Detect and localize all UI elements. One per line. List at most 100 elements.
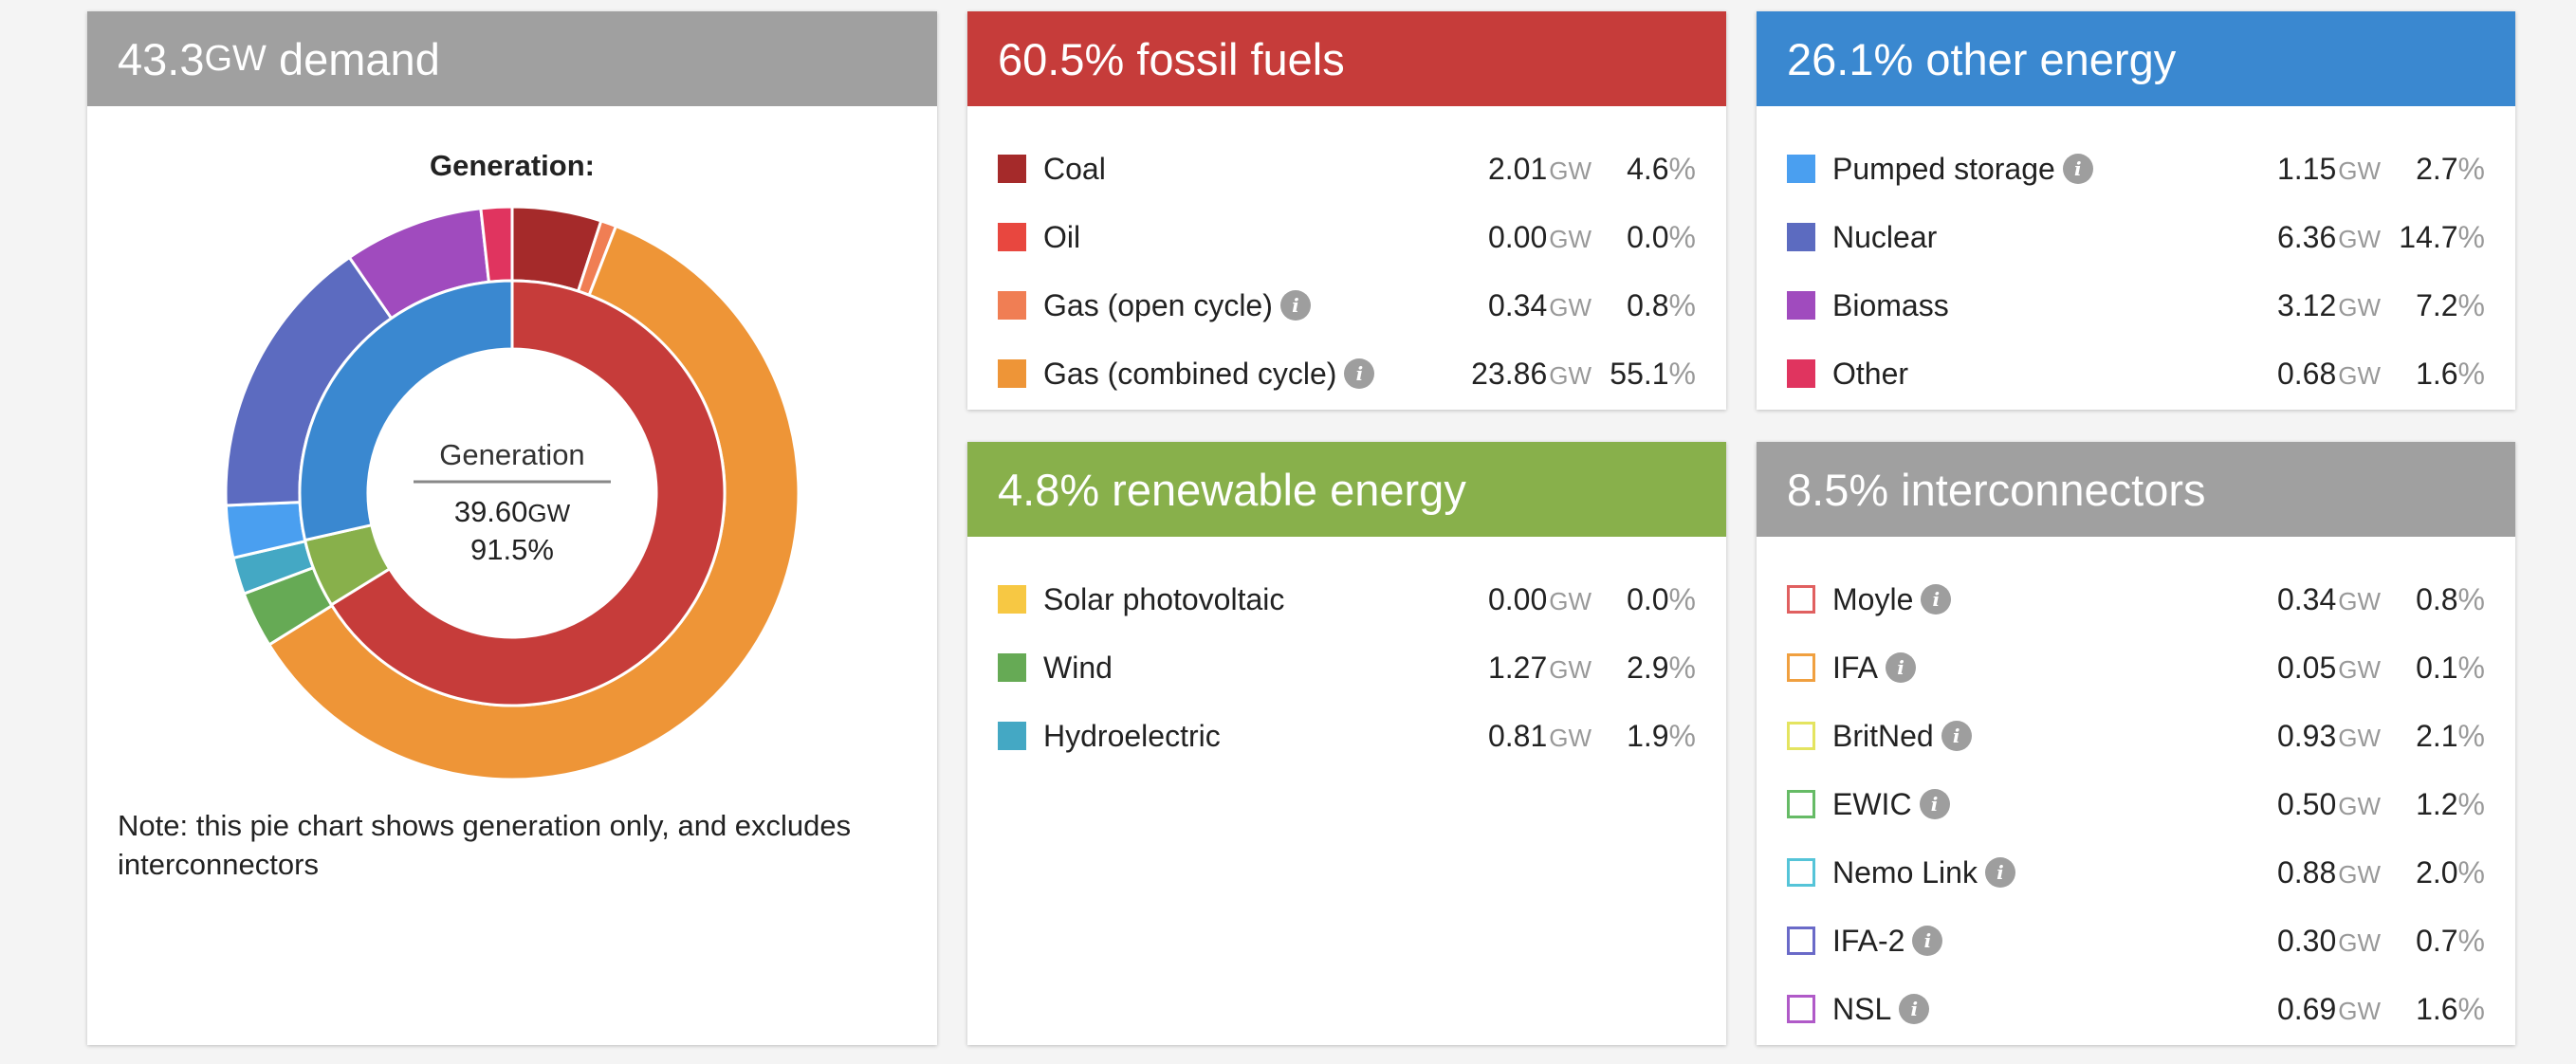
source-label: Pumped storage i [1832, 152, 2277, 187]
source-row: Pumped storage i 1.15GW 2.7% [1757, 135, 2515, 203]
renewable-header: 4.8% renewable energy [967, 442, 1726, 537]
source-row: Moyle i 0.34GW 0.8% [1757, 565, 2515, 633]
source-label: Nemo Link i [1832, 855, 2277, 890]
pct-value: 0.7 [2416, 923, 2458, 958]
info-icon[interactable]: i [1912, 926, 1943, 956]
source-gw: 6.36GW [2277, 220, 2381, 255]
pct-unit: % [2457, 581, 2485, 616]
source-gw: 0.34GW [2277, 582, 2381, 617]
source-pct: 0.8% [1592, 288, 1696, 323]
source-label: Gas (combined cycle) i [1043, 357, 1471, 392]
color-swatch [998, 291, 1026, 320]
source-gw: 0.30GW [2277, 924, 2381, 959]
source-name: Oil [1043, 219, 1081, 254]
source-label: NSL i [1832, 992, 2277, 1027]
source-gw: 0.00GW [1488, 220, 1592, 255]
source-label: Coal [1043, 152, 1488, 187]
source-name: Pumped storage [1832, 151, 2055, 186]
color-swatch [998, 722, 1026, 750]
inner-slice[interactable] [329, 279, 727, 707]
source-row: Other 0.68GW 1.6% [1757, 339, 2515, 408]
source-gw: 0.93GW [2277, 719, 2381, 754]
pct-value: 55.1 [1610, 356, 1669, 391]
demand-card: 43.3 GW demand Generation: Generation 39.… [87, 11, 937, 1045]
source-pct: 0.0% [1592, 582, 1696, 617]
pct-unit: % [2457, 923, 2485, 958]
gw-value: 1.15 [2276, 151, 2337, 186]
center-label: Generation [439, 438, 584, 471]
color-swatch [998, 155, 1026, 183]
info-icon[interactable]: i [1919, 789, 1950, 819]
info-icon[interactable]: i [1279, 290, 1311, 321]
color-swatch [1787, 858, 1815, 887]
source-row: IFA i 0.05GW 0.1% [1757, 633, 2515, 702]
source-gw: 1.27GW [1488, 651, 1592, 686]
info-icon[interactable]: i [2062, 154, 2093, 184]
pct-unit: % [1668, 219, 1696, 254]
gw-value: 0.00 [1487, 219, 1548, 254]
source-gw: 0.68GW [2277, 357, 2381, 392]
gw-value: 23.86 [1471, 356, 1548, 391]
pct-unit: % [2457, 151, 2485, 186]
generation-pie-chart: Generation 39.60GW 91.5% [224, 205, 800, 781]
chart-note: Note: this pie chart shows generation on… [118, 809, 852, 881]
source-row: Solar photovoltaic 0.00GW 0.0% [967, 565, 1726, 633]
source-pct: 2.9% [1592, 651, 1696, 686]
pct-value: 0.1 [2416, 650, 2458, 685]
source-row: EWIC i 0.50GW 1.2% [1757, 770, 2515, 838]
pct-unit: % [2457, 854, 2485, 890]
pct-unit: % [1668, 718, 1696, 753]
pct-unit: % [2457, 650, 2485, 685]
source-gw: 0.00GW [1488, 582, 1592, 617]
source-name: Hydroelectric [1043, 718, 1221, 753]
color-swatch [998, 653, 1026, 682]
other-rows: Pumped storage i 1.15GW 2.7% Nuclear 6.36GW 14… [1757, 106, 2515, 408]
source-name: Solar photovoltaic [1043, 581, 1285, 616]
info-icon[interactable]: i [1886, 652, 1917, 683]
gw-unit: GW [1549, 654, 1592, 684]
demand-header: 43.3 GW demand [87, 11, 937, 106]
source-name: IFA [1832, 650, 1879, 685]
source-row: Biomass 3.12GW 7.2% [1757, 271, 2515, 339]
source-pct: 1.9% [1592, 719, 1696, 754]
center-pct: 91.5% [470, 533, 554, 566]
gw-value: 1.27 [1487, 650, 1548, 685]
center-value-text: 39.60GW [454, 495, 571, 528]
source-row: Gas (combined cycle) i 23.86GW 55.1% [967, 339, 1726, 408]
source-label: Biomass [1832, 288, 2277, 323]
source-name: Moyle [1832, 581, 1914, 616]
source-label: Hydroelectric [1043, 719, 1488, 754]
source-label: EWIC i [1832, 787, 2277, 822]
gw-value: 0.34 [1487, 287, 1548, 322]
source-label: Wind [1043, 651, 1488, 686]
info-icon[interactable]: i [1899, 994, 1930, 1024]
pct-unit: % [1668, 356, 1696, 391]
source-label: BritNed i [1832, 719, 2277, 754]
info-icon[interactable]: i [1921, 584, 1952, 615]
demand-unit: GW [204, 38, 267, 79]
gw-unit: GW [2338, 156, 2381, 185]
source-name: EWIC [1832, 786, 1912, 821]
color-swatch [1787, 653, 1815, 682]
source-label: Solar photovoltaic [1043, 582, 1488, 617]
gw-value: 0.88 [2276, 854, 2337, 890]
pct-unit: % [2457, 356, 2485, 391]
color-swatch [998, 585, 1026, 614]
fossil-card: 60.5% fossil fuels Coal 2.01GW 4.6% Oil 0.00… [967, 11, 1726, 410]
info-icon[interactable]: i [1941, 721, 1972, 751]
pct-value: 1.9 [1627, 718, 1669, 753]
gw-unit: GW [2338, 360, 2381, 390]
info-icon[interactable]: i [1344, 358, 1375, 389]
source-gw: 0.88GW [2277, 855, 2381, 890]
color-swatch [1787, 995, 1815, 1023]
pct-value: 1.6 [2416, 356, 2458, 391]
source-pct: 7.2% [2381, 288, 2485, 323]
source-name: Wind [1043, 650, 1113, 685]
pct-value: 2.9 [1627, 650, 1669, 685]
pct-value: 14.7 [2399, 219, 2458, 254]
center-unit: GW [527, 499, 570, 527]
source-pct: 2.7% [2381, 152, 2485, 187]
info-icon[interactable]: i [1984, 857, 2015, 888]
interconnectors-header: 8.5% interconnectors [1757, 442, 2515, 537]
inner-slice[interactable] [298, 279, 514, 542]
